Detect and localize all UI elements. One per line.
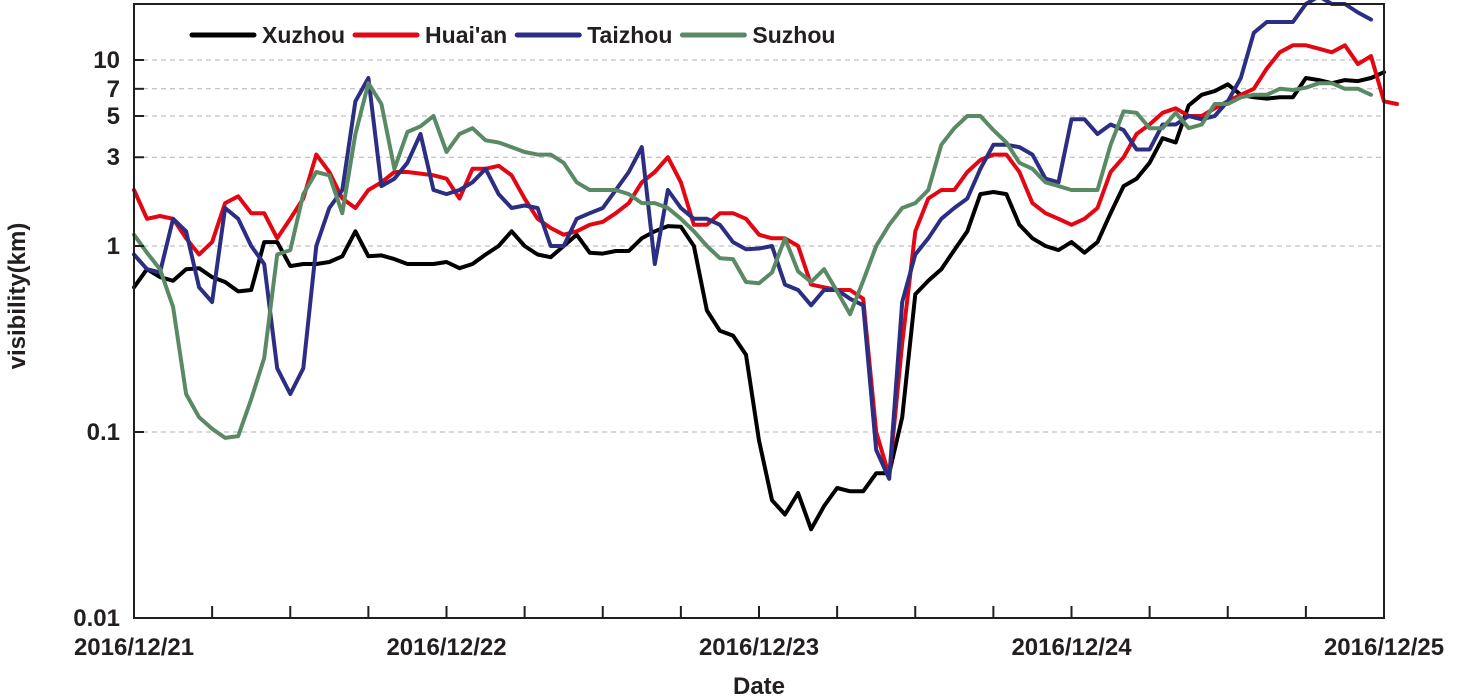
y-tick-label: 0.1	[87, 419, 120, 446]
series-line-huaian	[132, 43, 1399, 478]
x-tick-label: 2016/12/22	[386, 634, 506, 661]
y-axis-label: visibility(km)	[4, 223, 31, 370]
series-lines	[132, 0, 1399, 532]
x-tick-label: 2016/12/24	[1011, 634, 1132, 661]
legend-label-huaian: Huai'an	[425, 22, 507, 48]
series-line-suzhou	[132, 81, 1373, 440]
x-tick-label: 2016/12/23	[699, 634, 819, 661]
legend: Xuzhou Huai'an Taizhou Suzhou	[189, 22, 835, 48]
legend-label-xuzhou: Xuzhou	[262, 22, 345, 48]
y-tick-label: 7	[107, 76, 120, 103]
legend-label-suzhou: Suzhou	[752, 22, 835, 48]
y-tick-label: 3	[107, 144, 120, 171]
y-tick-label: 1	[107, 233, 120, 260]
x-axis-ticks: 2016/12/21 2016/12/22 2016/12/23 2016/12/24…	[74, 606, 1444, 661]
y-tick-label: 10	[93, 47, 120, 74]
y-tick-label: 5	[107, 103, 120, 130]
x-axis-label: Date	[733, 673, 785, 698]
x-tick-label: 2016/12/25	[1324, 634, 1444, 661]
y-tick-label: 0.01	[73, 605, 120, 632]
plot-frame	[133, 3, 1385, 619]
x-tick-label: 2016/12/21	[74, 634, 194, 661]
legend-label-taizhou: Taizhou	[587, 22, 672, 48]
series-line-xuzhou	[132, 70, 1386, 532]
